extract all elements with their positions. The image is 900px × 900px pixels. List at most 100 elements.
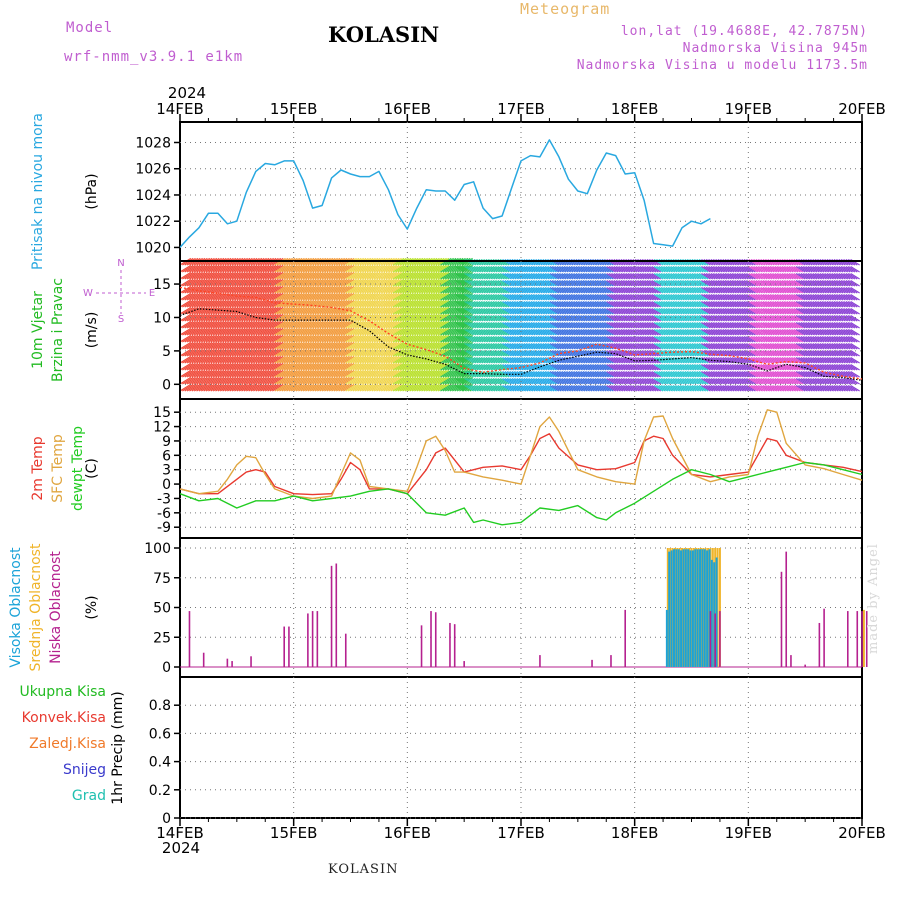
wind-barb xyxy=(274,327,286,336)
wind-barb xyxy=(295,383,308,392)
wind-barb xyxy=(568,280,579,287)
wind-barb xyxy=(630,315,640,322)
wind-barb xyxy=(473,371,484,378)
wind-barb xyxy=(307,299,319,308)
wind-barb xyxy=(547,280,557,287)
wind-barb xyxy=(720,371,730,378)
wind-barb xyxy=(471,329,482,336)
wind-barb xyxy=(444,327,457,336)
wind-barb xyxy=(563,357,574,364)
wind-barb xyxy=(212,362,225,371)
wind-barb xyxy=(776,364,787,371)
wind-barb xyxy=(208,355,220,364)
wind-barb xyxy=(411,313,424,322)
wind-barb xyxy=(414,348,426,357)
wind-barb xyxy=(198,292,211,301)
wind-barb xyxy=(741,371,751,378)
wind-barb xyxy=(473,357,484,364)
wind-barb xyxy=(599,371,609,378)
wind-barb xyxy=(298,376,310,385)
wind-barb xyxy=(186,271,199,280)
wind-barb xyxy=(677,336,688,343)
wind-barb xyxy=(679,371,690,378)
wind-barb xyxy=(554,322,564,329)
wind-barb xyxy=(698,371,709,378)
wind-barb xyxy=(473,364,484,371)
wind-barb xyxy=(385,320,398,329)
wind-barb xyxy=(760,266,770,273)
wind-barb xyxy=(554,364,564,371)
wind-barb xyxy=(336,355,348,364)
wind-barb xyxy=(231,369,244,378)
wind-barb xyxy=(677,308,688,315)
wind-barb xyxy=(660,329,671,336)
wind-barb xyxy=(573,357,583,364)
wind-barb xyxy=(411,348,424,357)
wind-barb xyxy=(492,350,503,357)
wind-barb xyxy=(743,287,754,294)
wind-barb xyxy=(540,273,550,280)
wind-barb xyxy=(272,306,284,315)
wind-barb xyxy=(741,308,751,315)
wind-barb xyxy=(791,287,801,294)
wind-barb xyxy=(392,285,405,294)
wind-barb xyxy=(193,264,206,273)
wind-barb xyxy=(490,266,500,273)
wind-barb xyxy=(570,287,581,294)
wind-barb xyxy=(502,343,512,350)
wind-barb xyxy=(722,329,733,336)
wind-barb xyxy=(414,285,426,294)
wind-barb xyxy=(679,364,690,371)
wind-barb xyxy=(454,308,465,315)
wind-barb xyxy=(428,285,440,294)
wind-barb xyxy=(696,301,706,308)
wind-barb xyxy=(549,280,560,287)
wind-barb xyxy=(634,280,645,287)
wind-barb xyxy=(559,350,569,357)
wind-barb xyxy=(743,301,754,308)
wind-barb xyxy=(570,294,581,301)
wind-barb xyxy=(276,320,289,329)
wind-barb xyxy=(658,350,669,357)
wind-barb xyxy=(476,273,486,280)
wind-barb xyxy=(198,362,211,371)
wind-barb xyxy=(369,271,381,280)
wind-barb xyxy=(786,287,796,294)
wind-barb xyxy=(234,376,246,385)
wind-barb xyxy=(615,385,626,392)
wind-barb xyxy=(324,306,336,315)
wind-barb xyxy=(637,280,647,287)
wind-barb xyxy=(585,329,595,336)
wind-barb xyxy=(639,266,650,273)
wind-barb xyxy=(269,299,282,308)
wind-barb xyxy=(210,320,222,329)
wind-barb xyxy=(461,385,472,392)
wind-barb xyxy=(544,350,555,357)
wind-barb xyxy=(765,287,775,294)
wind-barb xyxy=(521,308,531,315)
wind-barb xyxy=(573,301,583,308)
wind-barb xyxy=(611,280,621,287)
wind-barb xyxy=(184,264,196,273)
wind-barb xyxy=(587,322,598,329)
wind-barb xyxy=(471,343,482,350)
wind-barb xyxy=(499,266,510,273)
wind-barb xyxy=(748,322,759,329)
wind-barb xyxy=(767,357,778,364)
wind-barb xyxy=(729,294,740,301)
wind-barb xyxy=(554,266,564,273)
wind-barb xyxy=(399,383,412,392)
wind-barb xyxy=(357,299,369,308)
wind-barb xyxy=(352,299,364,308)
wind-barb xyxy=(670,308,680,315)
wind-barb xyxy=(288,292,301,301)
wind-barb xyxy=(528,315,538,322)
wind-barb xyxy=(525,266,536,273)
wind-barb xyxy=(623,378,633,385)
wind-barb xyxy=(696,336,706,343)
wind-barb xyxy=(568,301,579,308)
wind-barb xyxy=(488,280,498,287)
wind-barb xyxy=(488,343,498,350)
wind-barb xyxy=(402,355,414,364)
wind-barb xyxy=(649,287,659,294)
